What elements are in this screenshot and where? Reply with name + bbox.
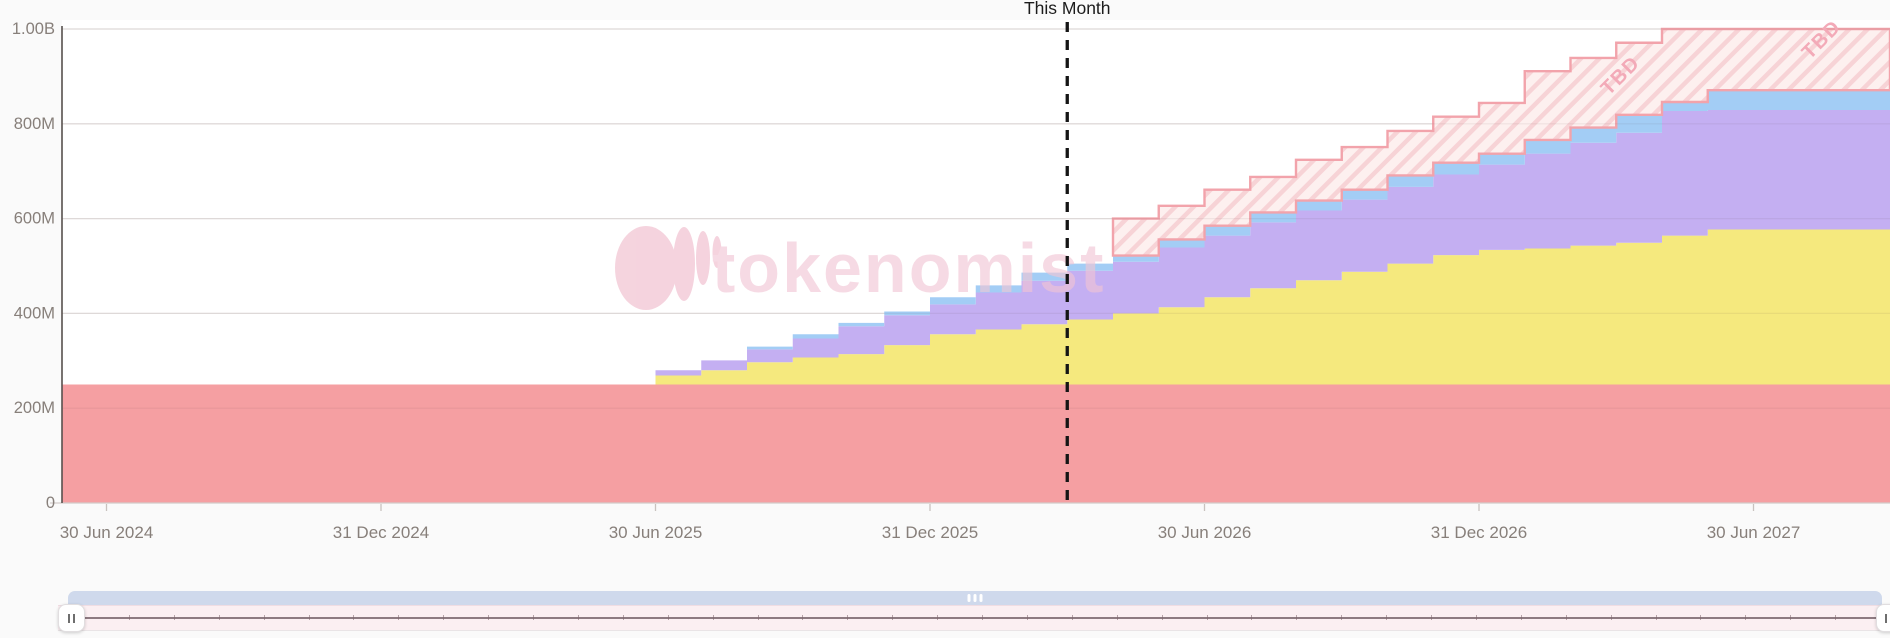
x-axis-tick-label: 30 Jun 2024: [60, 523, 154, 542]
y-axis-tick-label: 600M: [14, 210, 55, 228]
watermark-logo-icon: [696, 231, 710, 285]
unlock-chart-area: tokenomist TBD TBD This Month 0 200M 400M 600M 8…: [12, 0, 1890, 542]
x-axis-tick-label: 31 Dec 2025: [882, 523, 978, 542]
watermark-logo-icon: [712, 236, 722, 268]
x-axis-tick-label: 30 Jun 2026: [1158, 523, 1252, 542]
navigator-scroll-thumb[interactable]: [68, 591, 1882, 605]
watermark-logo-icon: [673, 227, 695, 301]
timeline-navigator: [0, 591, 1890, 635]
watermark-text: tokenomist: [712, 229, 1105, 307]
y-axis-tick-label: 400M: [14, 304, 55, 322]
navigator-left-handle[interactable]: [58, 604, 85, 632]
watermark: tokenomist: [615, 226, 1105, 310]
x-axis-tick-label: 30 Jun 2027: [1707, 523, 1801, 542]
series-area-yellow: [655, 229, 1890, 385]
navigator-minimap-track[interactable]: [58, 605, 1890, 631]
drag-grip-icon: [967, 594, 983, 602]
series-area-red: [62, 384, 1890, 503]
x-axis-tick-label: 31 Dec 2026: [1431, 523, 1527, 542]
y-axis-tick-label: 0: [46, 494, 55, 512]
x-axis-tick-label: 30 Jun 2025: [609, 523, 703, 542]
y-axis-tick-label: 800M: [14, 115, 55, 133]
this-month-label: This Month: [1024, 0, 1111, 18]
y-axis-tick-label: 200M: [14, 399, 55, 417]
series-area-blue: [747, 90, 1890, 350]
y-axis-tick-label: 1.00B: [12, 20, 55, 38]
watermark-logo-icon: [615, 226, 677, 310]
minimap-ticks: [58, 606, 1890, 630]
x-axis-tick-label: 31 Dec 2024: [333, 523, 429, 542]
series-area-purple: [655, 110, 1890, 376]
series-area-tbd: [1111, 27, 1890, 257]
navigator-right-handle[interactable]: [1876, 604, 1890, 632]
